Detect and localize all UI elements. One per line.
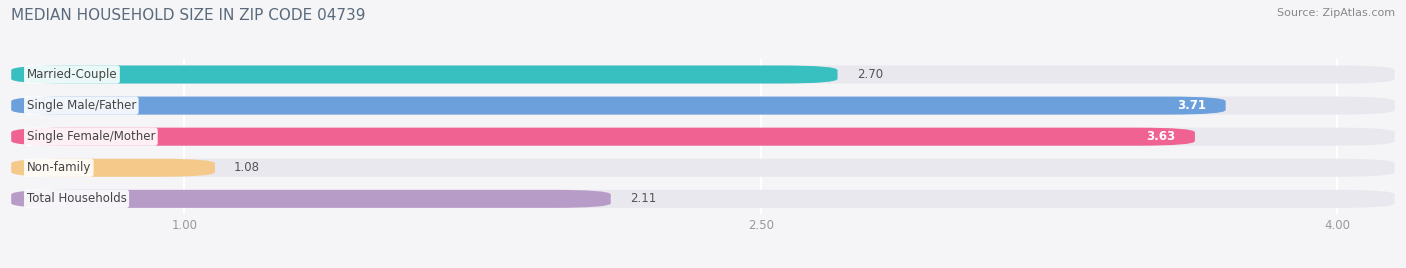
FancyBboxPatch shape [11,128,1195,146]
Text: 2.70: 2.70 [856,68,883,81]
Text: 3.71: 3.71 [1177,99,1206,112]
Text: Source: ZipAtlas.com: Source: ZipAtlas.com [1277,8,1395,18]
FancyBboxPatch shape [11,65,1395,84]
Text: MEDIAN HOUSEHOLD SIZE IN ZIP CODE 04739: MEDIAN HOUSEHOLD SIZE IN ZIP CODE 04739 [11,8,366,23]
FancyBboxPatch shape [11,190,1395,208]
Text: 2.11: 2.11 [630,192,657,205]
FancyBboxPatch shape [11,159,215,177]
FancyBboxPatch shape [11,96,1226,115]
FancyBboxPatch shape [11,96,1395,115]
Text: Single Female/Mother: Single Female/Mother [27,130,155,143]
Text: Non-family: Non-family [27,161,91,174]
Text: Single Male/Father: Single Male/Father [27,99,136,112]
FancyBboxPatch shape [11,65,838,84]
FancyBboxPatch shape [11,190,610,208]
FancyBboxPatch shape [11,159,1395,177]
Text: Married-Couple: Married-Couple [27,68,117,81]
Text: Total Households: Total Households [27,192,127,205]
Text: 3.63: 3.63 [1146,130,1175,143]
FancyBboxPatch shape [11,128,1395,146]
Text: 1.08: 1.08 [235,161,260,174]
